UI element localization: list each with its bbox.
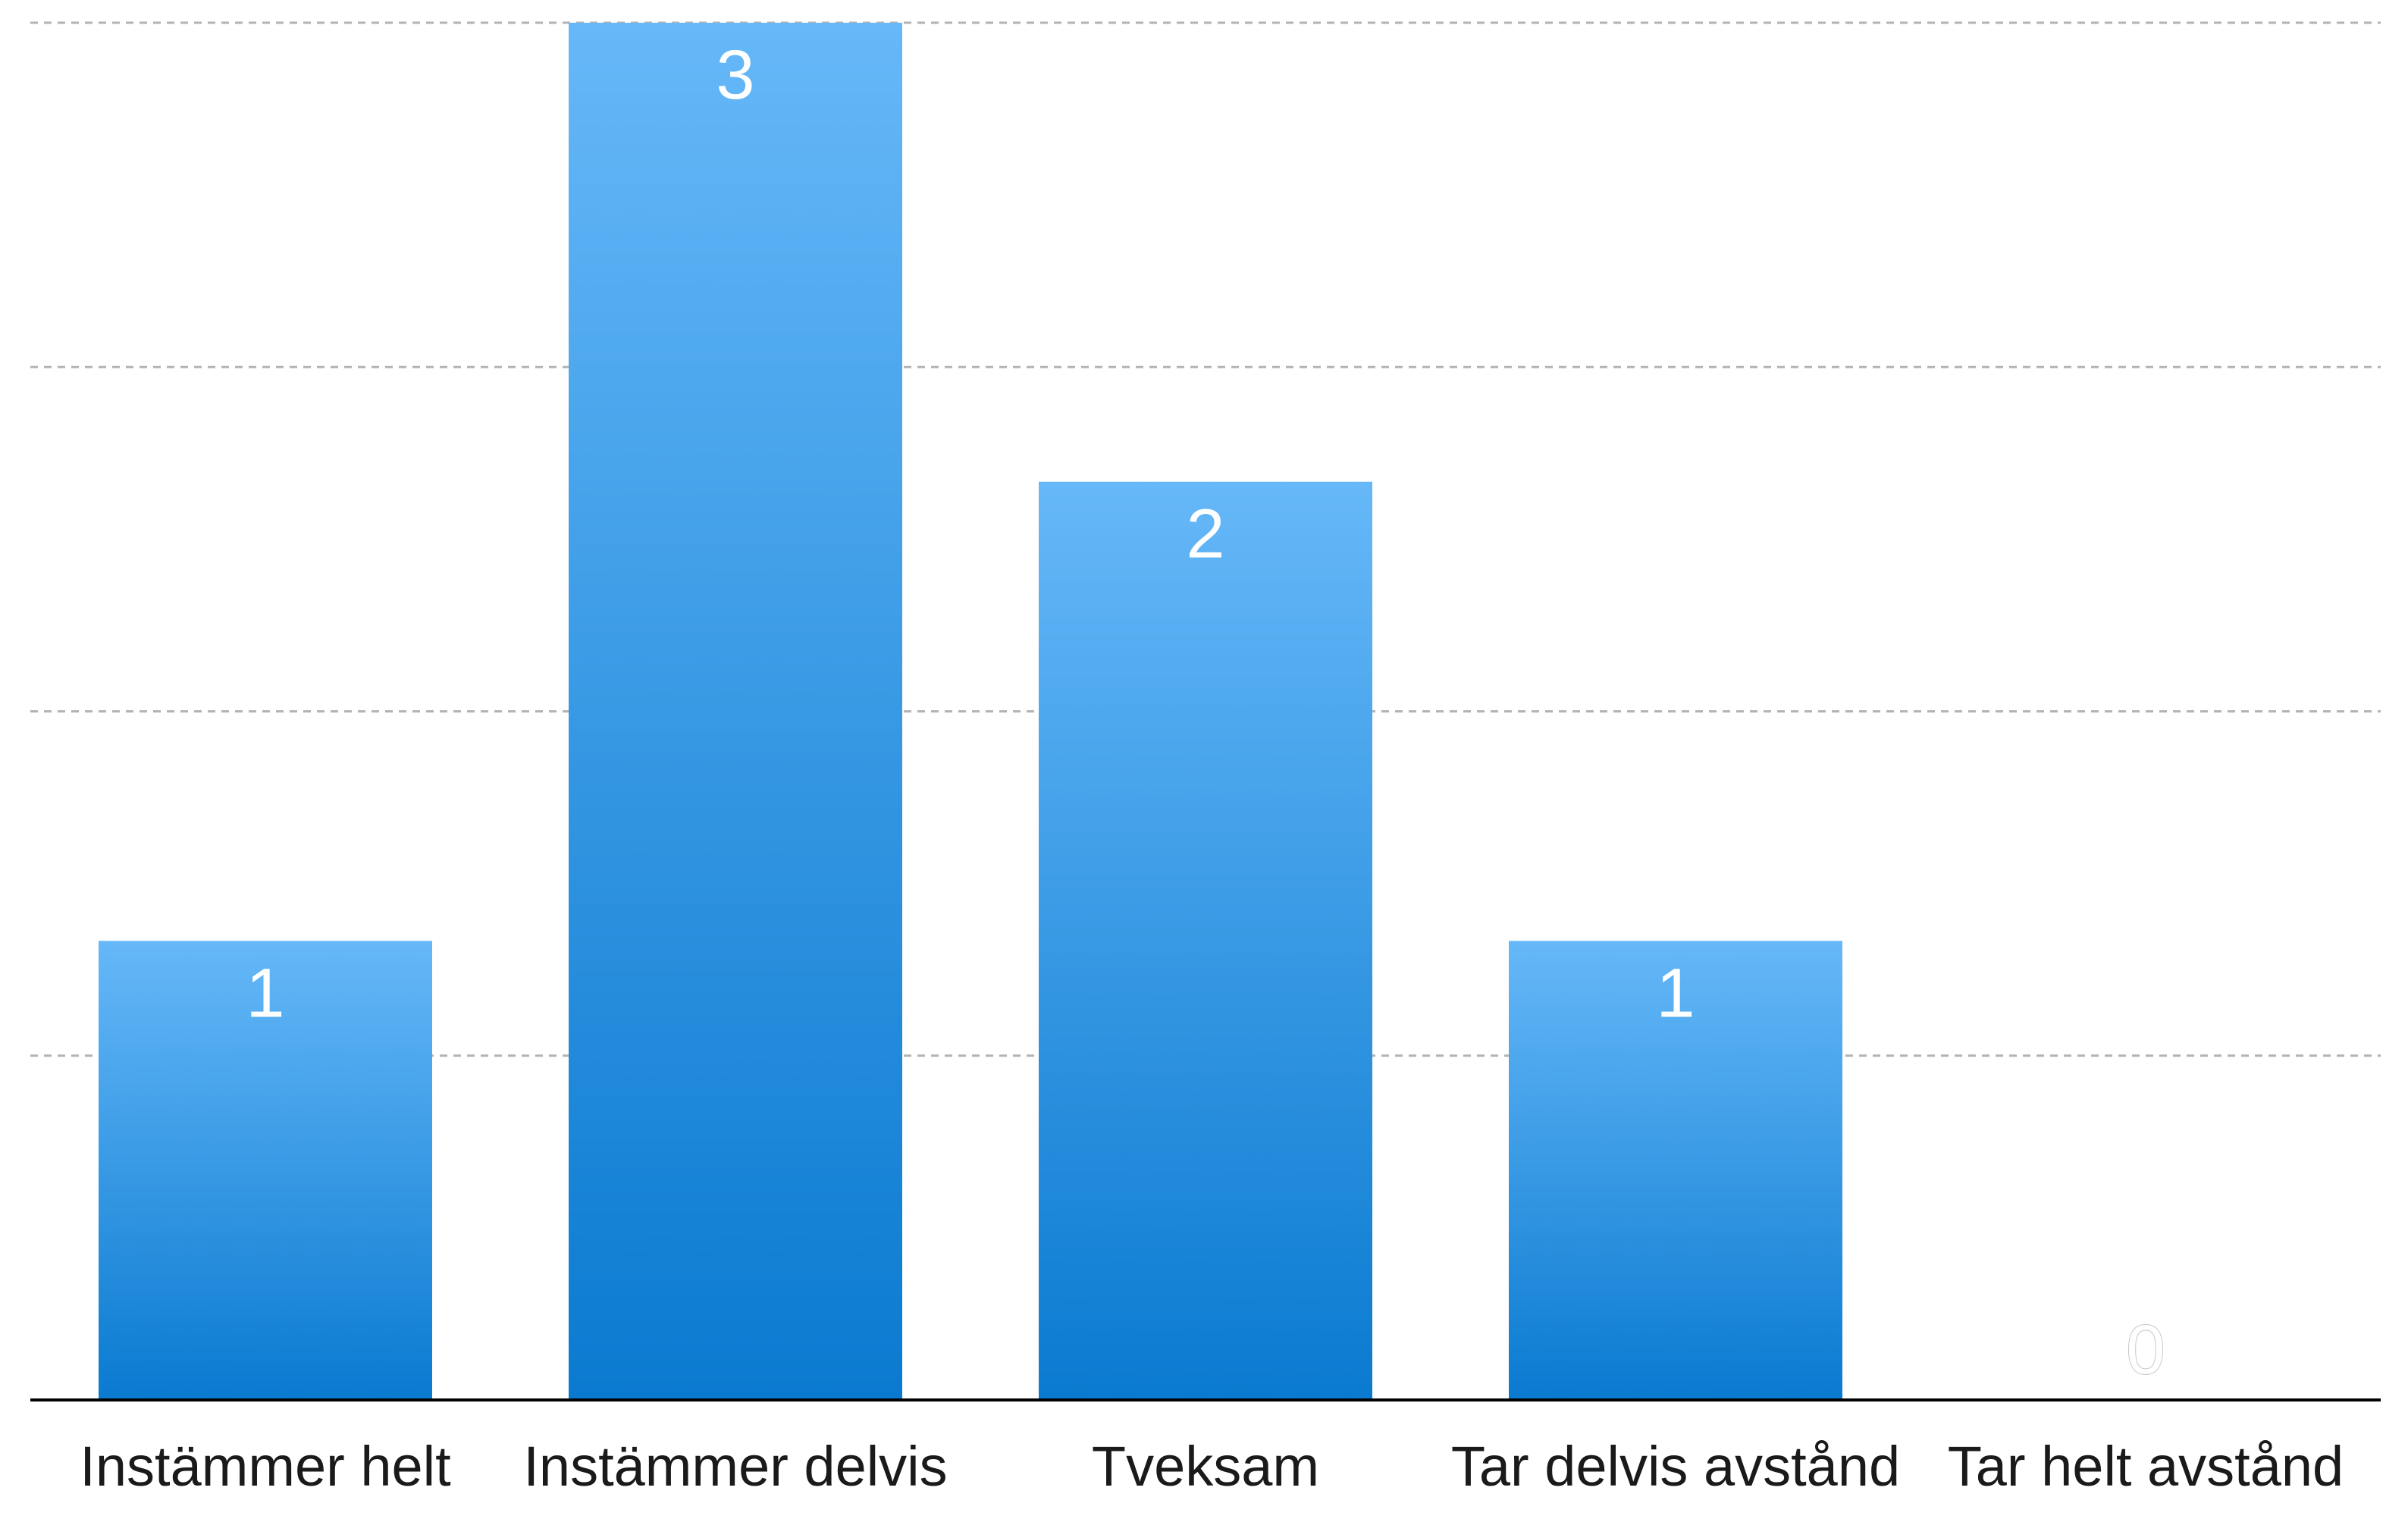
bar xyxy=(99,941,432,1400)
bar xyxy=(569,23,902,1400)
bar-value-label: 1 xyxy=(246,954,284,1032)
bar-value-label: 2 xyxy=(1186,496,1224,573)
category-label: Tar helt avstånd xyxy=(1948,1435,2344,1498)
bar xyxy=(1509,941,1842,1400)
bar-value-label: 1 xyxy=(1656,954,1695,1032)
category-label: Tveksam xyxy=(1092,1435,1319,1498)
category-label: Instämmer helt xyxy=(80,1435,451,1498)
bar xyxy=(1039,481,1372,1400)
bar-value-labels: 1 3 2 1 0 xyxy=(246,36,2165,1389)
category-label: Tar delvis avstånd xyxy=(1451,1435,1900,1498)
bar-value-label: 0 xyxy=(2126,1311,2165,1389)
category-labels: Instämmer helt Instämmer delvis Tveksam Tar… xyxy=(80,1435,2344,1498)
category-label: Instämmer delvis xyxy=(523,1435,947,1498)
bar-value-label: 3 xyxy=(716,36,754,114)
bars xyxy=(99,23,1842,1400)
